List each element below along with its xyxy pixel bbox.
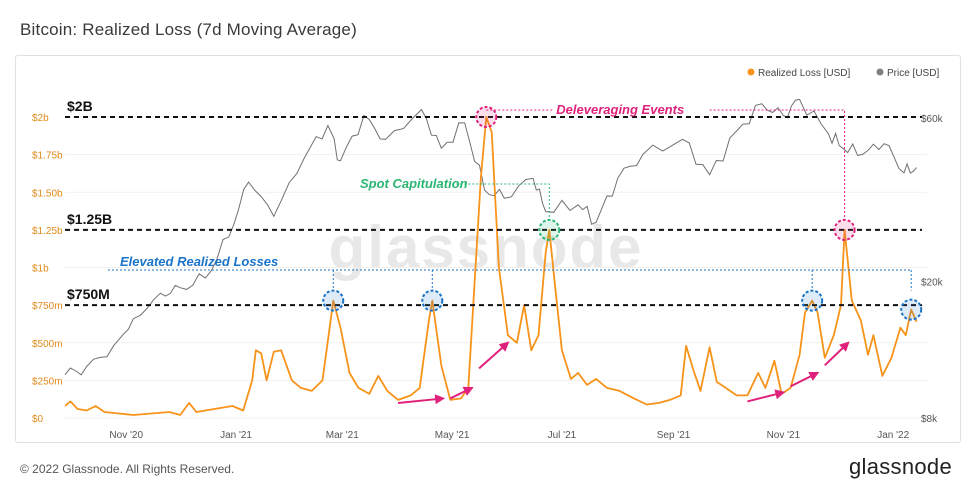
y-left-tick-label: $1.50b [32,188,63,199]
reference-line-label: $2B [67,98,93,114]
peak-highlight-circle [421,289,444,312]
peak-highlight-circle [801,289,824,312]
legend-marker-realized-loss [747,68,755,76]
x-tick-label: Nov '21 [767,430,801,441]
legend: Realized Loss [USD] Price [USD] [747,68,939,79]
watermark: glassnode [329,214,644,281]
trend-arrow [790,371,820,388]
reference-line-label: $750M [67,286,110,302]
loss-layer [64,116,918,416]
trend-arrow [397,394,446,405]
y-left-tick-label: $2b [32,113,49,124]
elevated-realized-losses-label: Elevated Realized Losses [120,254,278,269]
y-right-tick-label: $20k [921,278,944,289]
x-tick-label: Mar '21 [326,430,359,441]
x-tick-label: Jan '21 [220,430,252,441]
realized-loss-series-line [64,116,918,416]
deleveraging-events-label: Deleveraging Events [556,102,684,117]
spot-capitulation-connector [452,183,550,220]
spot-capitulation-label: Spot Capitulation [360,176,468,191]
peak-highlight-circle [475,106,498,128]
trend-arrows [397,341,850,405]
peak-highlight-circle [833,218,856,241]
legend-marker-price [876,68,884,76]
peak-highlight-circle [538,218,561,241]
peak-highlight-circle [322,289,345,312]
left-axis: $0 $250m $500m $750m $1b $1.25b $1.50b $1.75b $2… [32,113,63,425]
y-left-tick-label: $750m [32,301,63,312]
trend-arrow [747,389,786,403]
footer-copyright: © 2022 Glassnode. All Rights Reserved. [20,462,235,476]
y-right-tick-label: $8k [921,414,938,425]
legend-label-realized-loss: Realized Loss [USD] [758,68,850,79]
annotations: Deleveraging Events Spot Capitulation Elev… [108,102,923,321]
x-axis: Nov '20 Jan '21 Mar '21 May '21 Jul '21 Sep '… [109,430,909,441]
y-left-tick-label: $1.75b [32,151,63,162]
y-left-tick-label: $500m [32,339,63,350]
x-tick-label: Sep '21 [657,430,691,441]
right-axis: $8k $20k $60k [921,114,944,425]
chart-panel [15,55,961,443]
grid [65,116,927,419]
deleveraging-connector [709,109,846,220]
x-tick-label: Jul '21 [548,430,577,441]
x-tick-label: May '21 [435,430,470,441]
trend-arrow [478,341,510,370]
y-left-tick-label: $1.25b [32,226,63,237]
reference-line-label: $1.25B [67,211,112,227]
y-left-tick-label: $250m [32,376,63,387]
legend-label-price: Price [USD] [887,68,939,79]
trend-arrow [449,386,474,400]
y-left-tick-label: $1b [32,264,49,275]
reference-lines: $2B $1.25B $750M [65,98,922,307]
footer-logo: glassnode [849,454,952,479]
y-right-tick-label: $60k [921,114,944,125]
chart-title: Bitcoin: Realized Loss (7d Moving Averag… [20,20,357,39]
x-tick-label: Jan '22 [877,430,909,441]
x-tick-label: Nov '20 [109,430,143,441]
trend-arrow [824,341,850,367]
peak-highlight-circle [900,298,923,321]
y-left-tick-label: $0 [32,414,44,425]
